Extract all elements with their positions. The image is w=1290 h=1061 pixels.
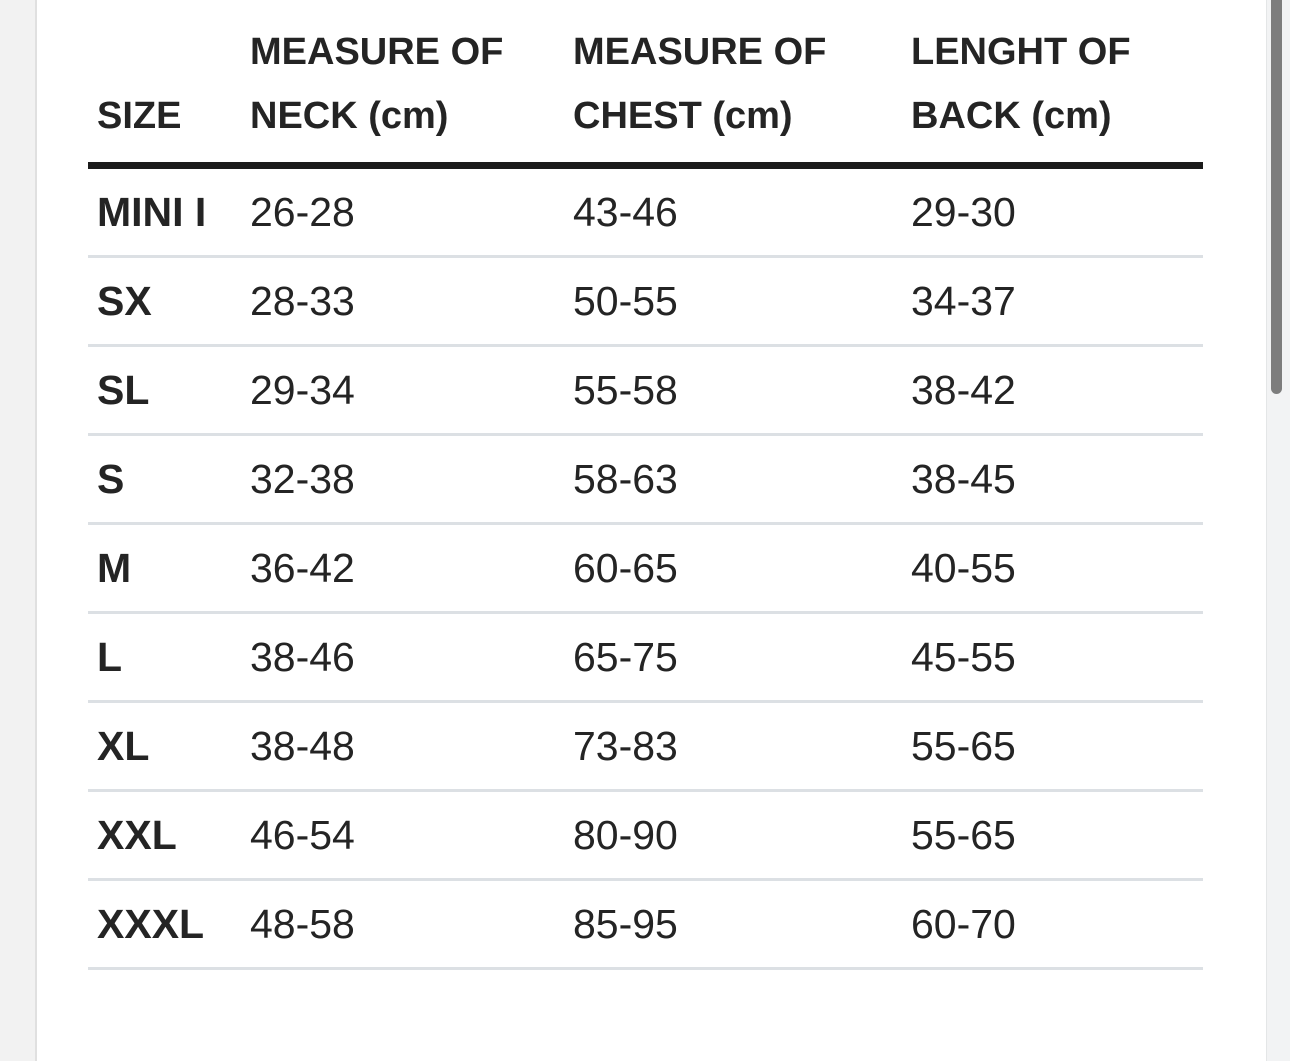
column-header-neck-line1: MEASURE OF	[250, 31, 504, 73]
neck-cell: 38-48	[240, 701, 563, 792]
table-row: S 32-38 58-63 38-45	[88, 434, 1203, 525]
chest-cell: 73-83	[563, 701, 901, 792]
size-cell: XXL	[88, 790, 240, 881]
neck-cell: 38-46	[240, 612, 563, 703]
chest-cell: 85-95	[563, 879, 901, 970]
size-cell: XXXL	[88, 879, 240, 970]
chest-cell: 50-55	[563, 256, 901, 347]
back-cell: 38-42	[901, 345, 1203, 436]
size-cell: S	[88, 434, 240, 525]
back-cell: 55-65	[901, 701, 1203, 792]
back-cell: 34-37	[901, 256, 1203, 347]
column-header-chest-line2: CHEST (cm)	[573, 95, 793, 137]
chest-cell: 43-46	[563, 165, 901, 258]
scrollbar-thumb[interactable]	[1271, 0, 1282, 394]
size-cell: L	[88, 612, 240, 703]
table-row: L 38-46 65-75 45-55	[88, 612, 1203, 703]
neck-cell: 36-42	[240, 523, 563, 614]
back-cell: 55-65	[901, 790, 1203, 881]
neck-cell: 29-34	[240, 345, 563, 436]
table-row: MINI I 26-28 43-46 29-30	[88, 165, 1203, 258]
table-row: SL 29-34 55-58 38-42	[88, 345, 1203, 436]
chest-cell: 60-65	[563, 523, 901, 614]
column-header-back: LENGHT OF BACK (cm)	[901, 0, 1203, 169]
table-row: XXXL 48-58 85-95 60-70	[88, 879, 1203, 970]
back-cell: 29-30	[901, 165, 1203, 258]
neck-cell: 46-54	[240, 790, 563, 881]
column-header-neck: MEASURE OF NECK (cm)	[240, 0, 563, 169]
back-cell: 40-55	[901, 523, 1203, 614]
table-row: SX 28-33 50-55 34-37	[88, 256, 1203, 347]
back-cell: 60-70	[901, 879, 1203, 970]
table-row: XXL 46-54 80-90 55-65	[88, 790, 1203, 881]
size-cell: M	[88, 523, 240, 614]
page-left-gutter	[0, 0, 37, 1061]
header-row: SIZE MEASURE OF NECK (cm) MEASURE OF CHE…	[88, 0, 1203, 169]
neck-cell: 32-38	[240, 434, 563, 525]
size-cell: SX	[88, 256, 240, 347]
chest-cell: 65-75	[563, 612, 901, 703]
neck-cell: 28-33	[240, 256, 563, 347]
column-header-size-line2: SIZE	[97, 95, 182, 137]
size-cell: XL	[88, 701, 240, 792]
size-cell: SL	[88, 345, 240, 436]
table-row: M 36-42 60-65 40-55	[88, 523, 1203, 614]
column-header-chest: MEASURE OF CHEST (cm)	[563, 0, 901, 169]
chest-cell: 58-63	[563, 434, 901, 525]
column-header-neck-line2: NECK (cm)	[250, 95, 449, 137]
size-chart-table: SIZE MEASURE OF NECK (cm) MEASURE OF CHE…	[88, 0, 1203, 970]
column-header-back-line2: BACK (cm)	[911, 95, 1112, 137]
column-header-back-line1: LENGHT OF	[911, 31, 1131, 73]
column-header-chest-line1: MEASURE OF	[573, 31, 827, 73]
size-cell: MINI I	[88, 165, 240, 258]
neck-cell: 48-58	[240, 879, 563, 970]
chest-cell: 80-90	[563, 790, 901, 881]
column-header-size: SIZE	[88, 0, 240, 169]
chest-cell: 55-58	[563, 345, 901, 436]
table-row: XL 38-48 73-83 55-65	[88, 701, 1203, 792]
back-cell: 45-55	[901, 612, 1203, 703]
back-cell: 38-45	[901, 434, 1203, 525]
neck-cell: 26-28	[240, 165, 563, 258]
